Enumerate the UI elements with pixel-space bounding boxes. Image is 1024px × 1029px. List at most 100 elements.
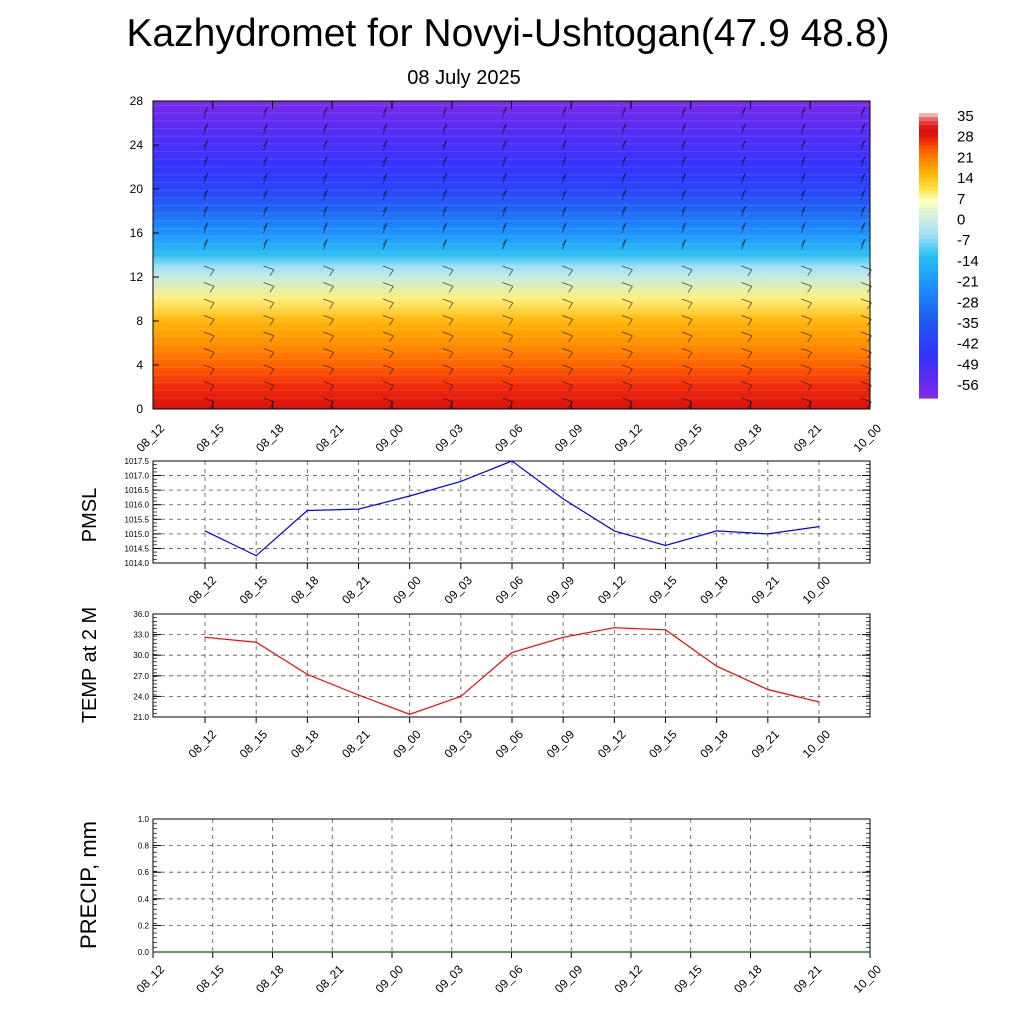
precip-x-tick-label: 09_06 [492, 962, 526, 996]
colorbar-segment [919, 292, 938, 297]
heatmap-x-tick-label: 08_15 [193, 421, 227, 455]
wind-barbs [800, 107, 812, 408]
colorbar-segment [919, 259, 938, 265]
colorbar-label: -21 [957, 274, 979, 291]
precip-y-axis-label: PRECIP, mm [76, 821, 101, 949]
colorbar-segment [919, 117, 938, 122]
temp2m-x-tick-label: 08_12 [186, 727, 220, 761]
temp2m-data-point [767, 688, 769, 691]
precip-x-tick-label: 08_18 [253, 962, 287, 996]
colorbar-segment [919, 182, 938, 187]
colorbar-segment [919, 129, 938, 134]
chart-title: Kazhydromet for Novyi-Ushtogan(47.9 48.8… [126, 12, 889, 55]
colorbar-segment [919, 214, 938, 220]
precip-x-tick-label: 09_00 [373, 962, 407, 996]
precip-x-tick-label: 09_09 [552, 962, 586, 996]
precip-y-tick-label: 0.2 [138, 921, 150, 930]
colorbar-segment [919, 222, 938, 228]
wind-barbs [502, 107, 514, 408]
colorbar-label: 21 [957, 149, 974, 166]
temp2m-y-tick-label: 21.0 [133, 713, 149, 722]
temp2m-data-point [409, 713, 411, 715]
colorbar-segment [919, 243, 938, 248]
wind-barbs [263, 107, 275, 408]
colorbar-label: -7 [957, 232, 970, 249]
colorbar-segment [919, 251, 938, 257]
temp2m-x-tick-label: 08_18 [288, 727, 322, 761]
wind-barbs [681, 107, 693, 408]
colorbar-label: -56 [957, 377, 979, 394]
colorbar-segment [919, 174, 938, 179]
colorbar-segment [919, 377, 938, 383]
temp2m-data-point [818, 701, 820, 703]
colorbar-segment [919, 157, 938, 163]
pmsl-data-point [613, 530, 615, 532]
pmsl-data-point [204, 530, 206, 532]
colorbar-segment [919, 247, 938, 253]
colorbar-segment [919, 255, 938, 261]
temp2m-y-tick-label: 36.0 [133, 610, 149, 619]
colorbar-segment [919, 161, 938, 167]
colorbar-segment [919, 304, 938, 310]
precip-data-point [809, 951, 811, 953]
colorbar-segment [919, 365, 938, 371]
wind-barbs [322, 107, 334, 408]
pmsl-y-tick-label: 1015.5 [125, 515, 150, 524]
colorbar-segment [919, 353, 938, 358]
colorbar-segment [919, 133, 938, 139]
pmsl-x-tick-label: 09_00 [390, 573, 424, 607]
colorbar-label: 14 [957, 170, 974, 187]
temp2m-data-point [357, 694, 360, 696]
temp2m-x-tick-label: 09_06 [493, 727, 527, 761]
pmsl-data-point [664, 544, 667, 547]
colorbar-segment [919, 296, 938, 301]
colorbar-segment [919, 279, 938, 285]
colorbar-segment [919, 198, 938, 204]
colorbar-segment [919, 373, 938, 379]
precip-x-tick-label: 09_15 [671, 962, 705, 996]
precip-data-point [331, 951, 333, 953]
colorbar-segment [919, 186, 938, 191]
chart-subtitle: 08 July 2025 [407, 67, 520, 89]
colorbar-segment [919, 170, 938, 175]
colorbar-segment [919, 308, 938, 314]
colorbar-segment [919, 121, 938, 126]
heatmap-x-tick-label: 09_18 [731, 421, 765, 455]
colorbar-segment [919, 389, 938, 395]
heatmap-x-tick-label: 08_12 [134, 421, 168, 455]
colorbar-segment [919, 227, 938, 232]
temp2m-data-point [204, 636, 206, 638]
colorbar-segment [919, 149, 938, 155]
heatmap-x-tick-label: 09_06 [492, 421, 526, 455]
colorbar-segment [919, 345, 938, 350]
heatmap-x-tick-label: 09_03 [432, 421, 466, 455]
colorbar-label: -35 [957, 315, 979, 332]
colorbar-segment [919, 284, 938, 289]
precip-y-tick-label: 1.0 [138, 815, 150, 824]
colorbar-segment [919, 267, 938, 273]
heatmap-x-tick-label: 09_09 [552, 421, 586, 455]
heatmap-y-tick-label: 24 [130, 138, 144, 152]
heatmap-y-tick-label: 4 [136, 358, 143, 372]
colorbar-segment [919, 312, 938, 318]
precip-y-tick-label: 0.0 [138, 948, 150, 957]
pmsl-x-tick-label: 09_21 [748, 573, 782, 607]
temp2m-x-tick-label: 08_21 [339, 727, 373, 761]
colorbar-segment [919, 165, 938, 171]
colorbar-segment [919, 235, 938, 240]
colorbar-segment [919, 341, 938, 346]
heatmap-field [153, 101, 870, 409]
heatmap-y-tick-label: 0 [136, 402, 143, 416]
pmsl-y-tick-label: 1015.0 [125, 530, 150, 539]
colorbar-segment [919, 300, 938, 305]
colorbar-segment [919, 316, 938, 322]
pmsl-x-tick-label: 09_18 [697, 573, 731, 607]
heatmap-y-tick-label: 28 [130, 94, 144, 108]
pmsl-y-tick-label: 1014.5 [125, 544, 150, 553]
precip-data-point [510, 951, 513, 953]
colorbar-segment [919, 349, 938, 354]
pmsl-data-point [255, 555, 257, 557]
colorbar-label: -42 [957, 336, 979, 353]
